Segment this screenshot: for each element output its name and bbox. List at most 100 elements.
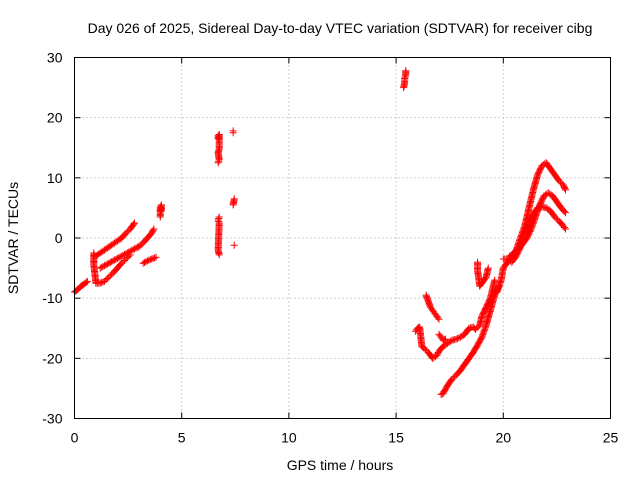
y-tick-label: 20 <box>47 110 63 126</box>
series-seg-j <box>229 127 238 249</box>
data-point <box>146 256 154 264</box>
data-point <box>106 272 114 280</box>
data-point <box>113 254 121 262</box>
data-point <box>468 351 476 359</box>
series-seg-a <box>71 277 91 296</box>
data-point <box>402 68 410 76</box>
y-tick-label: -10 <box>42 290 62 306</box>
data-point <box>555 202 563 210</box>
data-point <box>561 225 569 233</box>
data-point <box>544 205 552 213</box>
data-point <box>131 245 139 253</box>
series-seg-i <box>214 131 223 259</box>
y-tick-label: -20 <box>42 350 62 366</box>
data-point <box>106 258 114 266</box>
series-seg-o <box>474 258 492 290</box>
data-point <box>455 334 463 342</box>
grid <box>74 57 611 419</box>
data-point <box>126 247 134 255</box>
data-point <box>141 258 149 266</box>
series-seg-n <box>437 282 503 398</box>
y-tick-label: 0 <box>55 230 63 246</box>
data-point <box>560 223 568 231</box>
data-point <box>553 174 561 182</box>
data-point <box>82 278 90 286</box>
data-point <box>111 239 119 247</box>
data-point <box>115 236 123 244</box>
data-point <box>103 260 111 268</box>
data-point <box>521 236 529 244</box>
data-point <box>157 206 165 214</box>
data-point <box>215 213 223 221</box>
data-point <box>446 337 454 345</box>
series-seg-c <box>92 251 134 287</box>
data-point <box>484 265 492 273</box>
data-point <box>440 336 448 344</box>
data-point <box>102 276 110 284</box>
data-point <box>445 338 453 346</box>
series-seg-k <box>400 67 410 92</box>
series-seg-f <box>139 253 160 267</box>
data-point <box>442 384 450 392</box>
data-point <box>119 258 127 266</box>
data-point <box>151 254 159 262</box>
data-point <box>132 244 140 252</box>
data-point <box>98 279 106 287</box>
data-point <box>556 178 564 186</box>
data-point <box>229 200 237 208</box>
data-point <box>421 346 429 354</box>
data-point <box>430 353 438 361</box>
data-point <box>98 263 106 271</box>
data-point <box>148 228 156 236</box>
data-point <box>99 262 107 270</box>
data-point <box>121 250 129 258</box>
data-point <box>108 258 116 266</box>
data-point <box>502 255 510 263</box>
data-point <box>130 220 138 228</box>
data-point <box>109 257 117 265</box>
data-point <box>136 242 144 250</box>
data-point <box>229 127 237 135</box>
series-seg-g <box>90 249 100 287</box>
data-point <box>123 228 131 236</box>
data-point <box>115 254 123 262</box>
series-seg-b <box>92 219 139 260</box>
data-point <box>123 249 131 257</box>
data-point <box>473 324 481 332</box>
data-point <box>434 314 442 322</box>
data-point <box>145 256 153 264</box>
data-point <box>143 257 151 265</box>
data-point <box>122 250 130 258</box>
axis-ticks <box>74 57 611 419</box>
data-point <box>146 232 154 240</box>
data-point <box>102 261 110 269</box>
data-point <box>98 248 106 256</box>
data-point <box>125 248 133 256</box>
data-point <box>561 185 569 193</box>
data-point <box>215 250 223 258</box>
chart-title: Day 026 of 2025, Sidereal Day-to-day VTE… <box>88 20 593 36</box>
data-point <box>454 369 462 377</box>
data-point <box>541 204 549 212</box>
data-point <box>139 259 147 267</box>
data-point <box>106 242 114 250</box>
x-tick-label: 10 <box>281 430 297 446</box>
data-point <box>116 253 124 261</box>
data-point <box>546 190 554 198</box>
series-seg-s <box>506 189 569 260</box>
data-point <box>560 183 568 191</box>
data-point <box>142 258 150 266</box>
series-seg-p <box>435 330 449 344</box>
data-point <box>152 253 160 261</box>
data-point <box>449 374 457 382</box>
data-point <box>476 336 484 344</box>
data-point <box>215 157 223 165</box>
data-point <box>118 252 126 260</box>
data-point <box>552 214 560 222</box>
data-point <box>451 335 459 343</box>
tick-labels: 0 5 10 15 20 25 -30 -20 -10 0 10 20 30 <box>42 50 618 446</box>
data-point <box>537 164 545 172</box>
data-point <box>129 246 137 254</box>
data-point <box>149 254 157 262</box>
data-point <box>463 357 471 365</box>
